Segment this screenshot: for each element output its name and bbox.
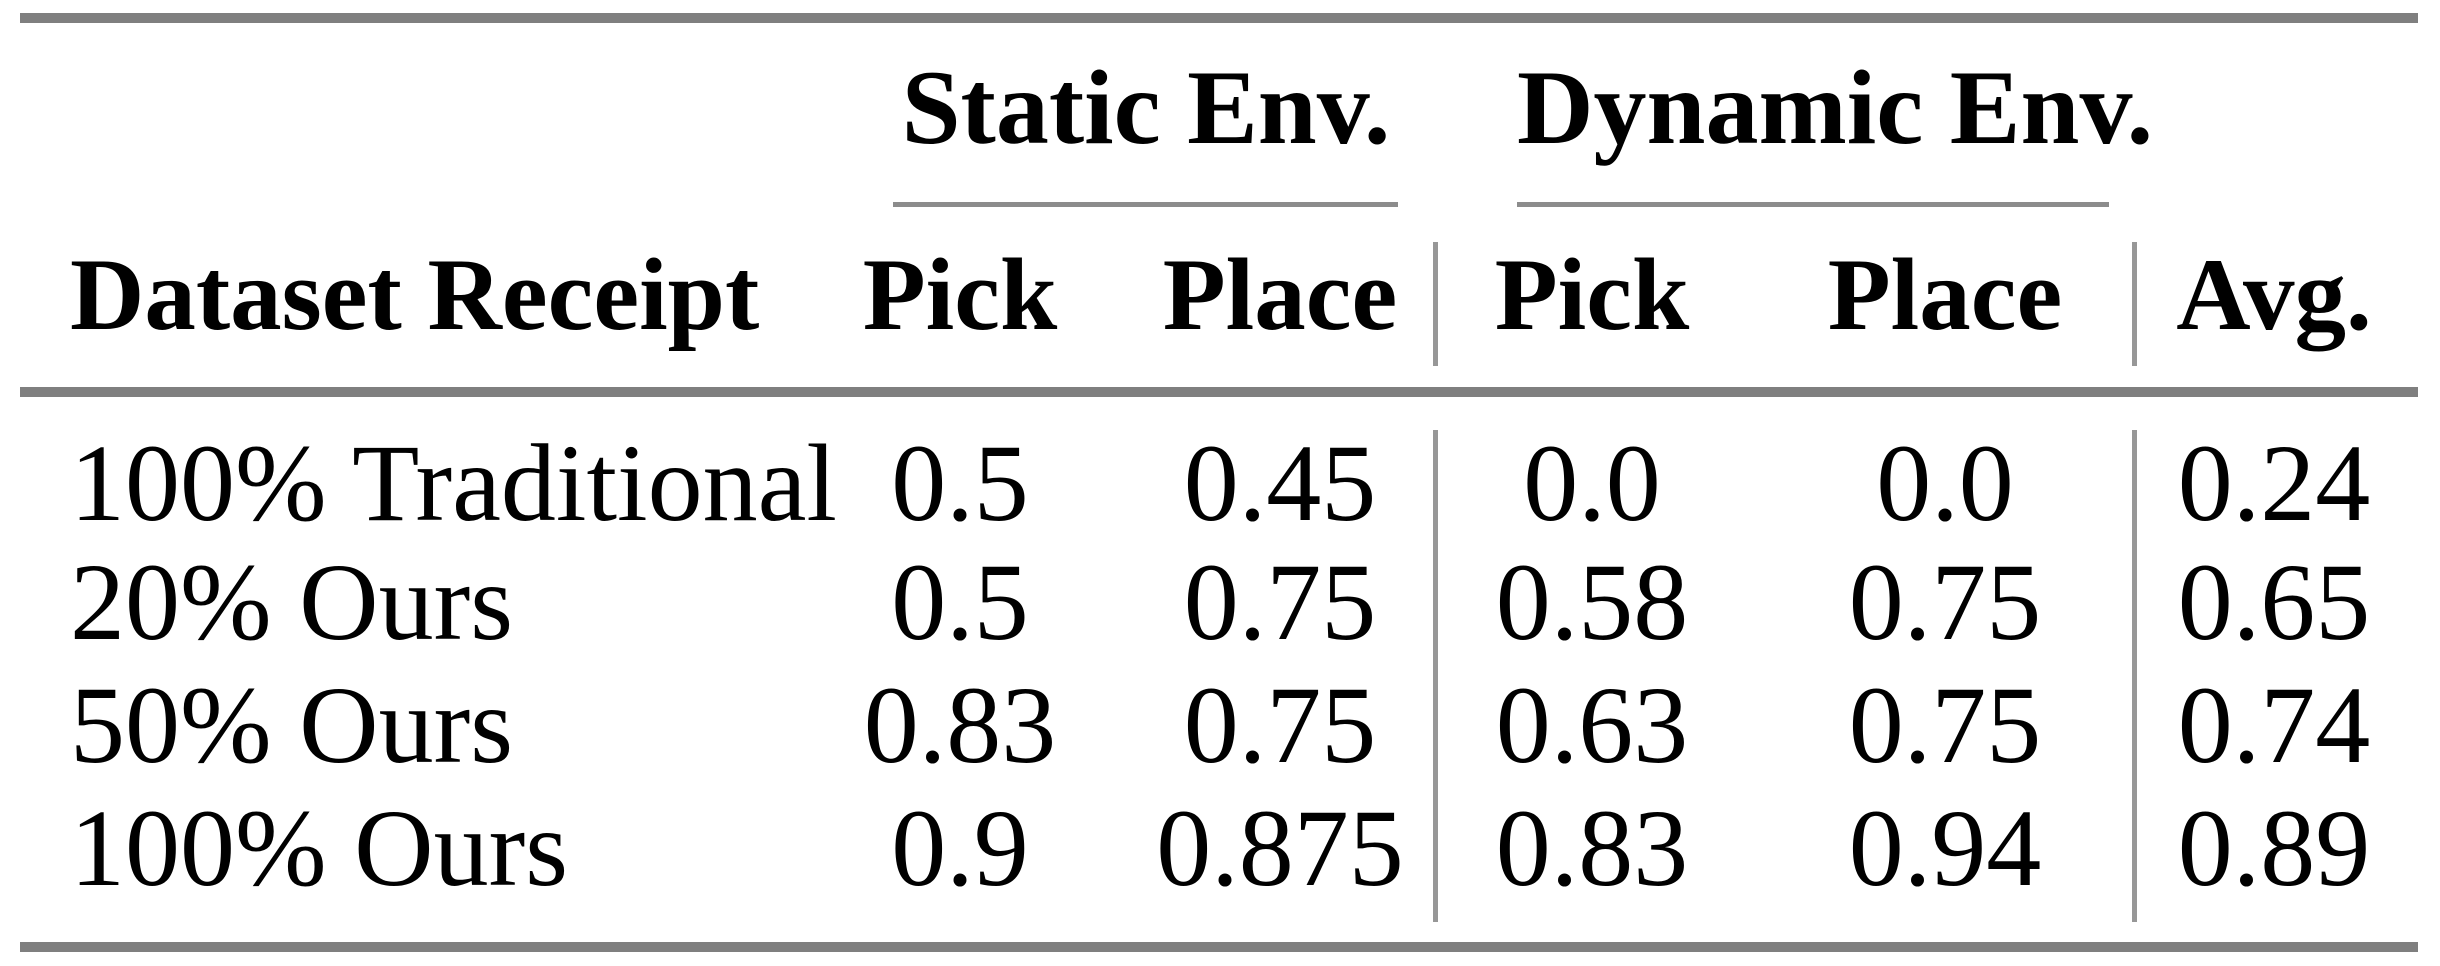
top-rule	[20, 13, 2418, 23]
group-header-dynamic-env: Dynamic Env.	[1517, 49, 2154, 166]
group-header-static-env: Static Env.	[901, 49, 1391, 166]
table-cell: 0.0	[1523, 422, 1661, 544]
table-cell: 0.75	[1848, 541, 2042, 663]
column-header-avg: Avg.	[2176, 238, 2372, 352]
header-separator-rule	[20, 387, 2418, 397]
table-cell: 0.875	[1156, 787, 1404, 909]
table-cell: 0.83	[863, 664, 1057, 786]
table-cell: 0.24	[2177, 422, 2371, 544]
table-cell: 0.94	[1848, 787, 2042, 909]
bottom-rule	[20, 942, 2418, 952]
table-cell: 0.5	[891, 541, 1029, 663]
row-label: 20% Ours	[70, 541, 514, 663]
vertical-rule-avg-header	[2132, 242, 2137, 366]
column-header-dynamic-pick: Pick	[1494, 238, 1690, 352]
table-cell: 0.89	[2177, 787, 2371, 909]
table-cell: 0.58	[1495, 541, 1689, 663]
table-cell: 0.83	[1495, 787, 1689, 909]
dynamic-env-cmidrule	[1517, 202, 2109, 207]
static-env-cmidrule	[893, 202, 1398, 207]
table-cell: 0.65	[2177, 541, 2371, 663]
table-cell: 0.75	[1183, 664, 1377, 786]
table-cell: 0.45	[1183, 422, 1377, 544]
table-cell: 0.0	[1876, 422, 2014, 544]
vertical-rule-static-dynamic-body	[1433, 430, 1438, 922]
table-cell: 0.75	[1848, 664, 2042, 786]
table-cell: 0.63	[1495, 664, 1689, 786]
table-cell: 0.9	[891, 787, 1029, 909]
row-label: 50% Ours	[70, 664, 514, 786]
column-header-static-place: Place	[1162, 238, 1398, 352]
vertical-rule-avg-body	[2132, 430, 2137, 922]
row-label: 100% Traditional	[70, 422, 837, 544]
vertical-rule-static-dynamic-header	[1433, 242, 1438, 366]
table-cell: 0.74	[2177, 664, 2371, 786]
row-label: 100% Ours	[70, 787, 569, 909]
table-cell: 0.5	[891, 422, 1029, 544]
column-header-dataset-receipt: Dataset Receipt	[70, 238, 760, 352]
column-header-static-pick: Pick	[862, 238, 1058, 352]
table-cell: 0.75	[1183, 541, 1377, 663]
column-header-dynamic-place: Place	[1827, 238, 2063, 352]
